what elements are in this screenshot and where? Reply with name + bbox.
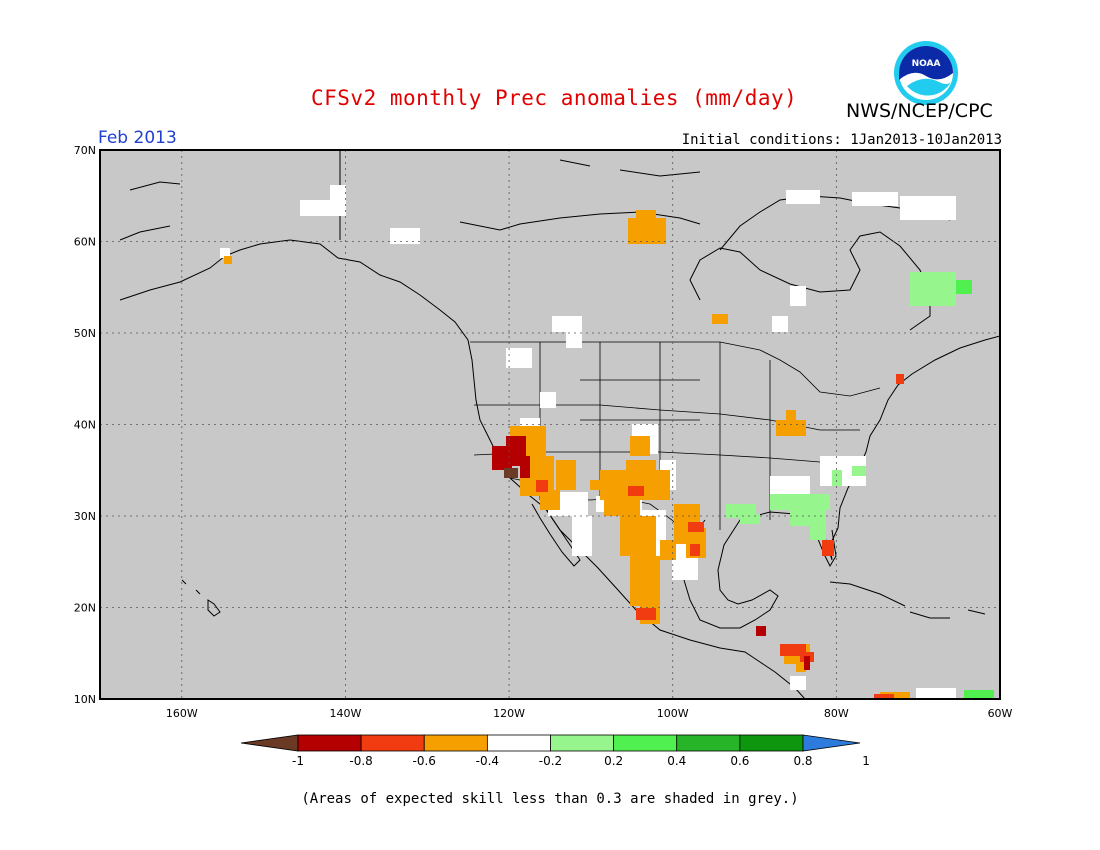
lat-label: 40N bbox=[74, 419, 96, 432]
colorbar-label: -0.2 bbox=[539, 754, 562, 768]
colorbar-label: 1 bbox=[862, 754, 870, 768]
colorbar-box bbox=[486, 734, 551, 752]
lat-label: 60N bbox=[74, 236, 96, 249]
svg-text:NOAA: NOAA bbox=[912, 59, 941, 69]
colorbar-box bbox=[550, 734, 615, 752]
colorbar-label: -1 bbox=[292, 754, 304, 768]
colorbar-box bbox=[676, 734, 741, 752]
colorbar-right-arrow bbox=[802, 734, 861, 752]
skill-footnote: (Areas of expected skill less than 0.3 a… bbox=[301, 791, 799, 807]
colorbar-box bbox=[423, 734, 488, 752]
lon-label: 160W bbox=[166, 707, 198, 720]
colorbar-label: 0.6 bbox=[730, 754, 749, 768]
latitude-labels: 70N 60N 50N 40N 30N 20N 10N bbox=[74, 144, 96, 706]
colorbar-legend: -1 -0.8 -0.6 -0.4 -0.2 0.2 0.4 0.6 0.8 1 bbox=[240, 734, 870, 768]
colorbar-box bbox=[739, 734, 804, 752]
map-frame bbox=[99, 149, 1001, 700]
lon-label: 120W bbox=[493, 707, 525, 720]
colorbar-label: -0.8 bbox=[349, 754, 372, 768]
lat-label: 50N bbox=[74, 327, 96, 340]
noaa-logo: NOAA bbox=[894, 41, 958, 105]
lat-label: 10N bbox=[74, 693, 96, 706]
lat-label: 20N bbox=[74, 602, 96, 615]
colorbar-left-arrow bbox=[240, 734, 299, 752]
lon-label: 100W bbox=[657, 707, 689, 720]
colorbar-box bbox=[297, 734, 362, 752]
lon-label: 80W bbox=[824, 707, 849, 720]
colorbar-label: 0.8 bbox=[793, 754, 812, 768]
positive-0-2-cells bbox=[726, 272, 956, 540]
colorbar-label: 0.2 bbox=[604, 754, 623, 768]
colorbar-label: -0.6 bbox=[413, 754, 436, 768]
lon-label: 140W bbox=[330, 707, 362, 720]
colorbar-box bbox=[613, 734, 678, 752]
colorbar-box bbox=[360, 734, 425, 752]
positive-0-4-cells bbox=[956, 280, 994, 699]
colorbar-label: -0.4 bbox=[476, 754, 499, 768]
negative-0-6-cells bbox=[492, 436, 810, 670]
chart-title: CFSv2 monthly Prec anomalies (mm/day) bbox=[311, 86, 798, 110]
anomaly-cells bbox=[220, 185, 994, 699]
organization-label: NWS/NCEP/CPC bbox=[846, 100, 993, 122]
gridlines bbox=[100, 150, 1000, 699]
colorbar-label: 0.4 bbox=[667, 754, 686, 768]
lon-label: 60W bbox=[988, 707, 1013, 720]
lat-label: 70N bbox=[74, 144, 96, 157]
lat-label: 30N bbox=[74, 510, 96, 523]
negative-0-8-cells bbox=[504, 468, 518, 478]
initial-conditions-label: Initial conditions: 1Jan2013-10Jan2013 bbox=[681, 132, 1002, 148]
longitude-labels: 160W 140W 120W 100W 80W 60W bbox=[166, 707, 1013, 720]
valid-month-label: Feb 2013 bbox=[98, 128, 177, 148]
